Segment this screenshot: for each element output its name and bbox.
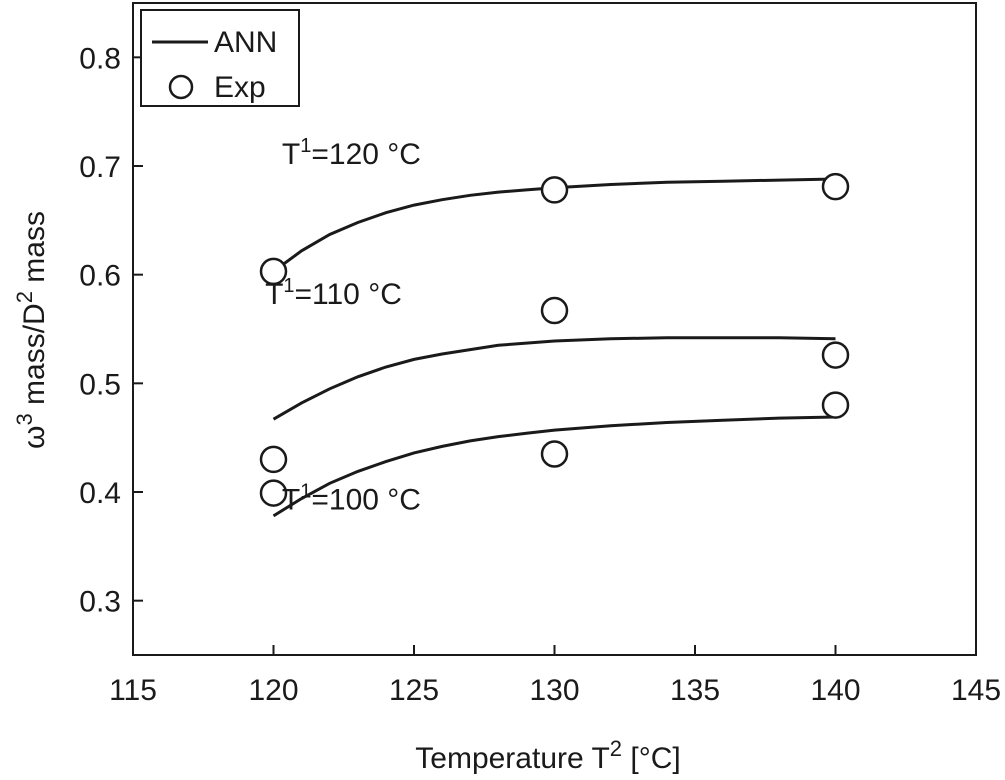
- ann-curve-3: [272, 415, 836, 518]
- x-tick-label: 120: [248, 674, 298, 707]
- x-tick-label: 140: [810, 674, 860, 707]
- x-tick-label: 125: [389, 674, 439, 707]
- curve-label: T1=120 °C: [282, 135, 421, 171]
- curve-label: T1=100 °C: [282, 480, 421, 516]
- legend-circle-marker: [168, 74, 194, 100]
- x-tick-label: 115: [109, 674, 157, 707]
- legend-box: [140, 9, 300, 107]
- legend-label-ann: ANN: [214, 26, 277, 59]
- y-tick-label: 0.6: [79, 260, 121, 293]
- ann-curve-1: [272, 177, 836, 273]
- exp-point: [821, 341, 850, 369]
- exp-point: [259, 445, 288, 474]
- exp-points: [259, 172, 850, 507]
- exp-point: [259, 257, 288, 286]
- legend: ANN Exp: [140, 9, 300, 107]
- y-axis-title: ω3 mass/D2 mass: [12, 211, 51, 449]
- x-axis-title: Temperature T2 [°C]: [415, 736, 680, 775]
- y-tick-label: 0.4: [79, 477, 121, 510]
- exp-point: [821, 172, 850, 201]
- y-tick-label: 0.8: [79, 42, 121, 75]
- x-tick-label: 145: [951, 674, 1001, 707]
- y-tick-label: 0.3: [79, 586, 121, 619]
- x-axis: 115 120 125 130 135 140 145: [109, 645, 1001, 707]
- y-tick-label: 0.7: [79, 151, 121, 184]
- y-tick-label: 0.5: [79, 368, 121, 401]
- exp-point: [821, 391, 850, 419]
- curve-label: T1=110 °C: [265, 275, 402, 311]
- ann-curve-2: [272, 336, 836, 421]
- exp-point: [540, 176, 569, 204]
- curve-annotations: T1=120 °C T1=110 °C T1=100 °C: [265, 135, 421, 517]
- y-axis: 0.3 0.4 0.5 0.6 0.7 0.8: [79, 42, 143, 619]
- x-tick-label: 135: [670, 674, 720, 707]
- x-tick-label: 130: [529, 674, 579, 707]
- legend-label-exp: Exp: [214, 71, 266, 104]
- ann-curves: [272, 177, 836, 518]
- exp-point: [540, 440, 569, 468]
- exp-point: [540, 296, 569, 325]
- exp-point: [259, 479, 288, 507]
